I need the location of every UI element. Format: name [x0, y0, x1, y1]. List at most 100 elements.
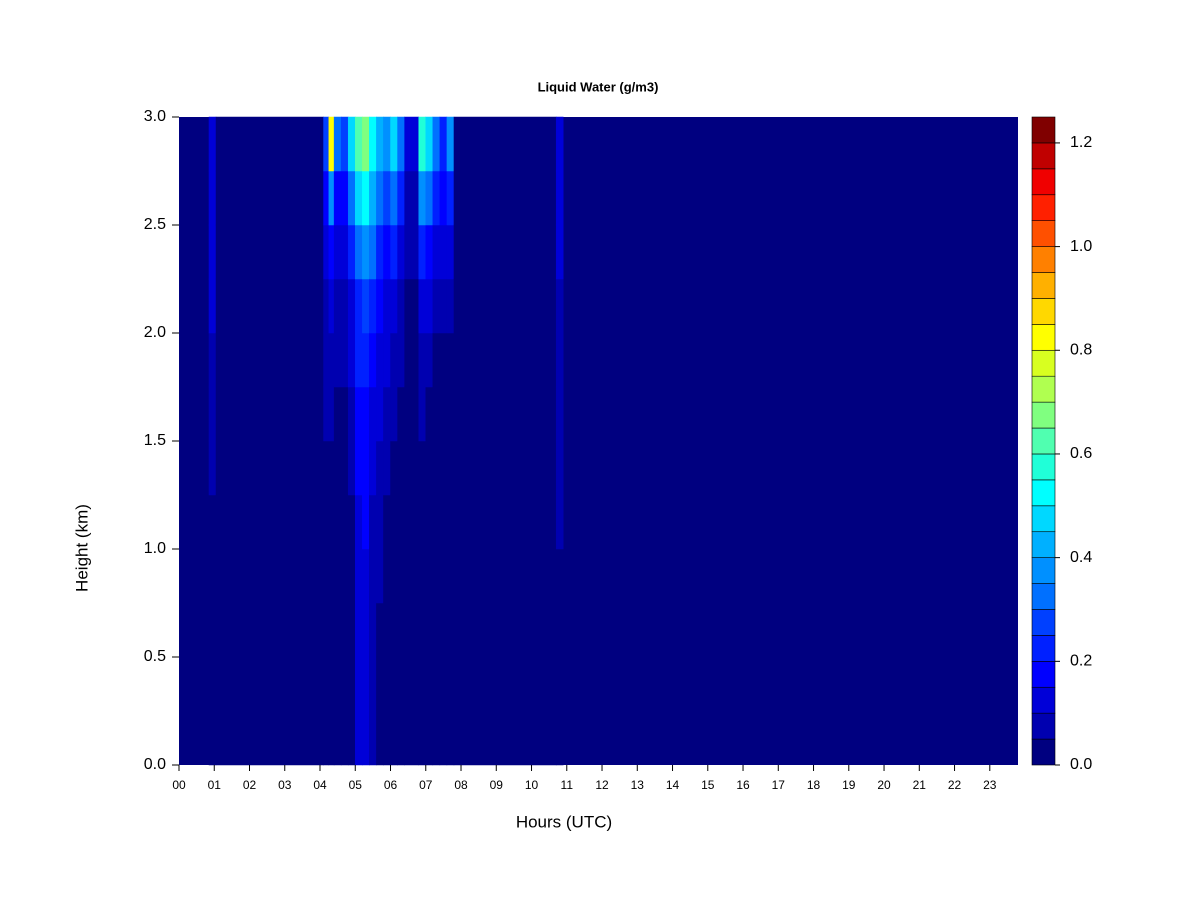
heat-cell: [439, 332, 448, 388]
heat-cell: [397, 170, 405, 226]
heat-cell: [376, 494, 384, 550]
heat-cell: [328, 548, 335, 604]
heat-cell: [362, 116, 370, 172]
heat-cell: [369, 494, 377, 550]
heat-cell: [323, 494, 330, 550]
heat-cell: [446, 386, 455, 442]
heat-cell: [446, 170, 455, 226]
x-tick-label: 05: [349, 778, 363, 792]
y-axis-label: Height (km): [72, 504, 91, 592]
heat-cell: [453, 602, 557, 658]
heat-cell: [418, 548, 427, 604]
heat-cell: [397, 494, 405, 550]
y-tick-label: 0.0: [144, 756, 166, 773]
heat-cell: [333, 332, 342, 388]
x-tick-label: 12: [595, 778, 609, 792]
heat-cell: [555, 332, 564, 388]
heat-cell: [333, 656, 342, 712]
heat-cell: [425, 224, 434, 280]
heat-cell: [383, 386, 391, 442]
heat-cell: [397, 602, 405, 658]
x-tick-label: 08: [454, 778, 468, 792]
heat-cell: [418, 332, 427, 388]
heat-cell: [383, 494, 391, 550]
colorbar-box: [1031, 168, 1056, 196]
heat-cell: [425, 332, 434, 388]
heat-cell: [425, 278, 434, 334]
heat-cell: [328, 440, 335, 496]
colorbar-box: [1031, 738, 1056, 766]
heat-cell: [215, 602, 324, 658]
heat-cell: [432, 224, 441, 280]
heat-cell: [432, 548, 441, 604]
heat-cell: [446, 710, 455, 766]
heat-cell: [362, 602, 370, 658]
heat-cell: [362, 656, 370, 712]
x-tick-label: 11: [561, 778, 574, 792]
heat-cell: [383, 602, 391, 658]
heat-cell: [347, 548, 356, 604]
heat-cell: [355, 224, 363, 280]
heat-cell: [404, 224, 419, 280]
heat-cell: [390, 116, 398, 172]
heat-cell: [376, 386, 384, 442]
heat-cell: [208, 170, 217, 226]
colorbar-box: [1031, 324, 1056, 351]
heat-cell: [453, 386, 557, 442]
heat-cell: [555, 548, 564, 604]
heat-cell: [425, 494, 434, 550]
heat-cell: [404, 170, 419, 226]
heat-cell: [555, 116, 564, 172]
heat-cell: [418, 656, 427, 712]
x-tick-label: 21: [913, 778, 927, 792]
heat-cell: [362, 548, 370, 604]
heat-cell: [369, 224, 377, 280]
heat-cell: [418, 224, 427, 280]
heat-cell: [555, 386, 564, 442]
colorbar-box: [1031, 220, 1056, 247]
heat-cell: [333, 386, 342, 442]
heat-cell: [432, 656, 441, 712]
heat-cell: [376, 656, 384, 712]
heat-cell: [446, 278, 455, 334]
heat-cell: [323, 710, 330, 766]
heat-cell: [418, 440, 427, 496]
heat-cell: [425, 116, 434, 172]
colorbar-box: [1031, 453, 1056, 481]
heat-cell: [390, 278, 398, 334]
heat-cell: [215, 440, 324, 496]
heat-cell: [432, 170, 441, 226]
heat-cell: [355, 440, 363, 496]
heat-cell: [383, 548, 391, 604]
x-tick-label: 22: [948, 778, 962, 792]
heat-cell: [376, 602, 384, 658]
heat-cell: [323, 170, 330, 226]
heat-cell: [446, 602, 455, 658]
heat-cell: [397, 710, 405, 766]
heat-cell: [369, 386, 377, 442]
heat-cell: [355, 710, 363, 766]
heat-cell: [215, 278, 324, 334]
heat-cell: [340, 386, 349, 442]
heat-cell: [404, 386, 419, 442]
heat-cell: [333, 278, 342, 334]
heat-cell: [390, 656, 398, 712]
heat-cell: [340, 332, 349, 388]
colorbar-box: [1031, 246, 1056, 273]
colorbar-box: [1031, 349, 1056, 377]
heat-cell: [323, 440, 330, 496]
colorbar-tick-label: 1.0: [1070, 238, 1092, 255]
colorbar-box: [1031, 194, 1056, 221]
heat-cell: [439, 656, 448, 712]
x-tick-label: 15: [701, 778, 715, 792]
heat-cell: [439, 116, 448, 172]
heat-cell: [215, 656, 324, 712]
heat-cell: [453, 116, 557, 172]
heat-cell: [340, 224, 349, 280]
heat-cell: [397, 278, 405, 334]
heat-cell: [333, 710, 342, 766]
heat-cell: [323, 386, 330, 442]
heat-cell: [404, 332, 419, 388]
heat-cell: [369, 602, 377, 658]
heat-cell: [208, 278, 217, 334]
